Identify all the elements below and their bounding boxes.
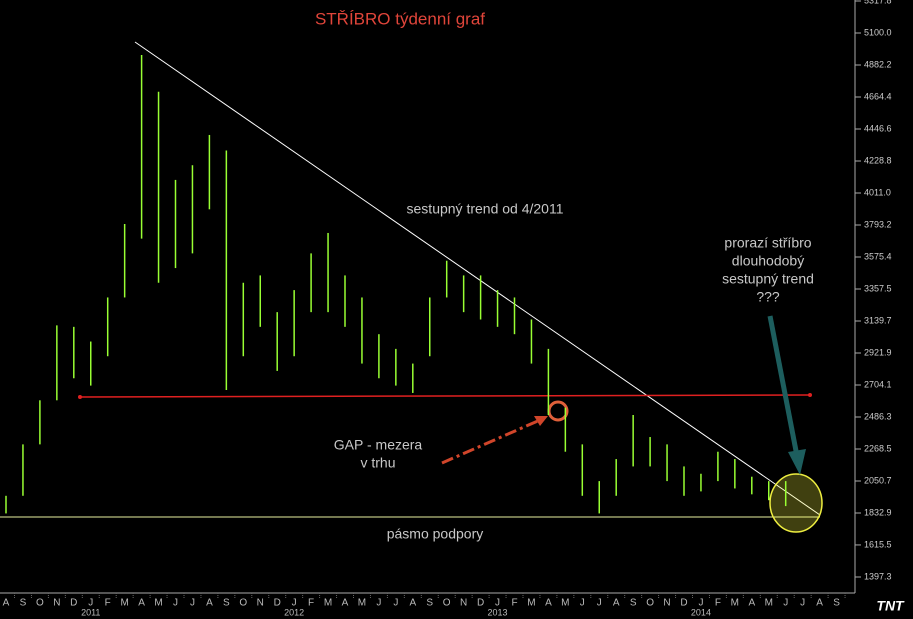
- x-tick-label: O: [646, 598, 654, 609]
- x-tick-label: M: [765, 598, 773, 609]
- annotation: sestupný trend od 4/2011: [407, 201, 564, 217]
- x-tick-label: A: [409, 598, 416, 609]
- downtrend-line: [134, 41, 821, 516]
- x-tick-label: M: [527, 598, 535, 609]
- x-tick-label: F: [105, 598, 111, 609]
- y-tick-label: 5100.0: [864, 27, 892, 37]
- highlight-circle: [769, 473, 823, 533]
- x-tick-label: A: [3, 598, 10, 609]
- x-tick-label: J: [698, 598, 703, 609]
- logo: TNT: [876, 598, 905, 614]
- y-tick-label: 4446.6: [864, 123, 892, 133]
- x-tick-label: J: [783, 598, 788, 609]
- x-tick-label: S: [630, 598, 637, 609]
- x-tick-label: O: [239, 598, 247, 609]
- x-tick-label: F: [715, 598, 721, 609]
- y-tick-label: 4228.8: [864, 155, 892, 165]
- line-end: [78, 395, 82, 399]
- x-tick-label: N: [53, 598, 60, 609]
- x-tick-label: A: [816, 598, 823, 609]
- annotation: v trhu: [360, 455, 395, 471]
- x-tick-label: A: [748, 598, 755, 609]
- x-tick-label: O: [36, 598, 44, 609]
- y-tick-label: 4664.4: [864, 91, 892, 101]
- x-tick-label: D: [680, 598, 687, 609]
- x-tick-label: A: [206, 598, 213, 609]
- y-tick-label: 2704.1: [864, 379, 892, 389]
- chart-title: STŘÍBRO týdenní graf: [315, 9, 485, 28]
- y-tick-label: 5317.8: [864, 0, 892, 5]
- x-tick-label: F: [308, 598, 314, 609]
- year-label: 2011: [81, 607, 100, 617]
- y-tick-label: 1615.5: [864, 539, 892, 549]
- y-tick-label: 2486.3: [864, 411, 892, 421]
- x-tick-label: A: [342, 598, 349, 609]
- x-tick-label: N: [663, 598, 670, 609]
- x-tick-label: J: [292, 598, 297, 609]
- x-tick-label: M: [324, 598, 332, 609]
- gap-line: [79, 394, 811, 398]
- x-tick-label: M: [731, 598, 739, 609]
- y-tick-label: 3357.5: [864, 283, 892, 293]
- year-label: 2014: [691, 607, 711, 617]
- year-label: 2012: [284, 607, 304, 617]
- x-tick-label: A: [138, 598, 145, 609]
- y-tick-label: 4882.2: [864, 59, 892, 69]
- x-tick-label: J: [800, 598, 805, 609]
- y-tick-label: 1832.9: [864, 507, 892, 517]
- x-tick-label: M: [358, 598, 366, 609]
- x-tick-label: J: [597, 598, 602, 609]
- x-tick-label: S: [223, 598, 230, 609]
- y-tick-label: 3575.4: [864, 251, 892, 261]
- annotation: GAP - mezera: [334, 437, 423, 453]
- x-tick-label: J: [393, 598, 398, 609]
- x-tick-label: J: [88, 598, 93, 609]
- annotation: pásmo podpory: [387, 526, 484, 542]
- y-tick-label: 2921.9: [864, 347, 892, 357]
- x-tick-label: J: [190, 598, 195, 609]
- y-tick-label: 3793.2: [864, 219, 892, 229]
- x-tick-label: N: [460, 598, 467, 609]
- arrow-head: [788, 449, 806, 475]
- x-tick-label: F: [511, 598, 517, 609]
- x-tick-label: S: [426, 598, 433, 609]
- x-tick-label: D: [477, 598, 484, 609]
- x-tick-label: A: [545, 598, 552, 609]
- x-tick-label: M: [120, 598, 128, 609]
- x-tick-label: S: [20, 598, 27, 609]
- x-tick-label: N: [257, 598, 264, 609]
- breakout-arrow: [767, 315, 800, 457]
- arrow-head: [534, 416, 548, 426]
- x-tick-label: J: [580, 598, 585, 609]
- annotation: sestupný trend: [722, 271, 814, 287]
- x-tick-label: A: [613, 598, 620, 609]
- gap-arrow: [441, 418, 541, 465]
- annotation: dlouhodobý: [732, 253, 804, 269]
- x-tick-label: D: [70, 598, 77, 609]
- x-tick-label: S: [833, 598, 840, 609]
- y-tick-label: 3139.7: [864, 315, 892, 325]
- x-tick-label: M: [154, 598, 162, 609]
- annotation: ???: [756, 289, 780, 305]
- x-tick-label: O: [443, 598, 451, 609]
- annotation: prorazí stříbro: [724, 235, 811, 251]
- x-tick-label: M: [561, 598, 569, 609]
- y-tick-label: 1397.3: [864, 571, 892, 581]
- y-tick-label: 2268.5: [864, 443, 892, 453]
- x-tick-label: D: [274, 598, 281, 609]
- x-tick-label: J: [495, 598, 500, 609]
- y-tick-label: 2050.7: [864, 475, 892, 485]
- y-tick-label: 4011.0: [864, 187, 891, 197]
- x-tick-label: J: [173, 598, 178, 609]
- x-tick-label: J: [376, 598, 381, 609]
- line-end: [808, 393, 812, 397]
- year-label: 2013: [488, 607, 508, 617]
